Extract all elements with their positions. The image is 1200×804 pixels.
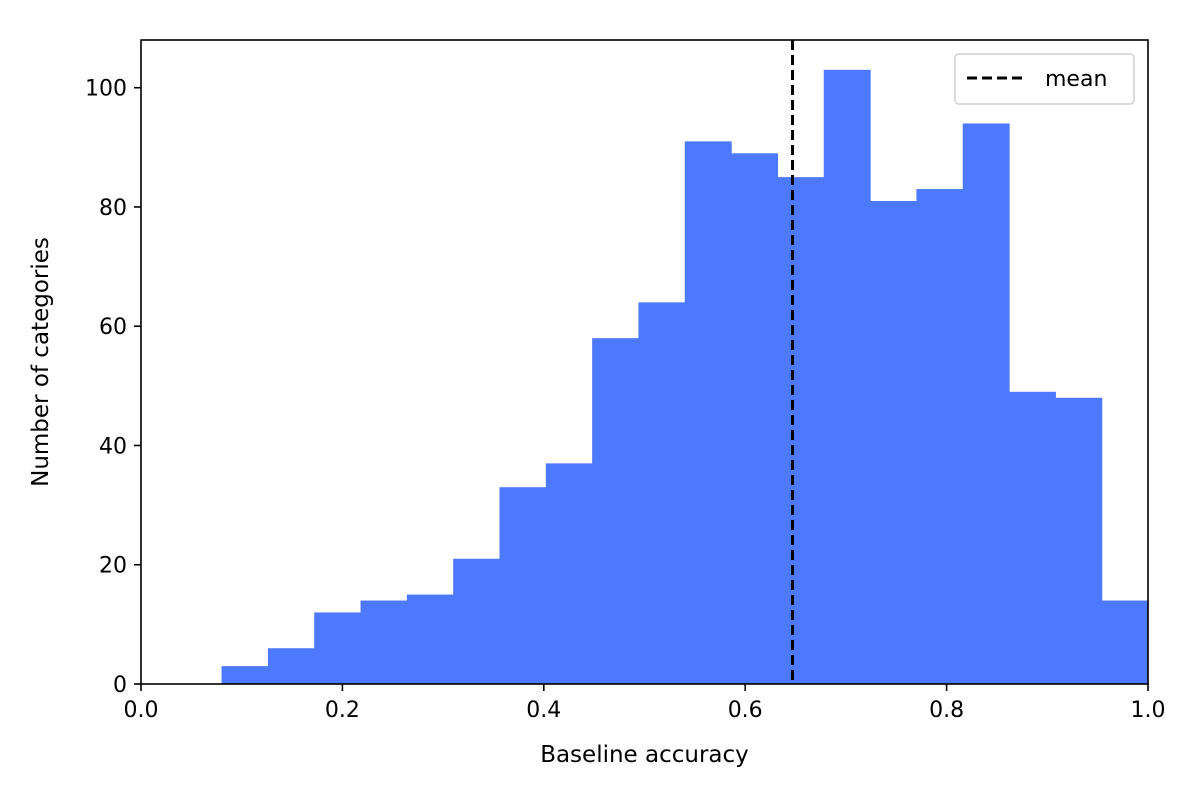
histogram-bar: [731, 153, 779, 685]
y-tick-label: 20: [99, 554, 127, 579]
histogram-bar: [823, 69, 871, 684]
x-axis-ticks: 0.0 0.2 0.4 0.6 0.8 1.0: [124, 684, 1166, 723]
y-tick-label: 80: [99, 196, 127, 221]
histogram-bar: [1055, 397, 1103, 684]
y-axis-ticks: 0 20 40 60 80 100: [85, 77, 141, 698]
x-axis-label: Baseline accuracy: [540, 742, 749, 768]
histogram-bar: [870, 201, 917, 684]
histogram-bar: [962, 123, 1010, 684]
x-tick-label: 1.0: [1131, 698, 1166, 723]
histogram-bar: [406, 594, 454, 684]
histogram-bar: [314, 612, 362, 684]
histogram-bar: [684, 141, 732, 685]
y-tick-label: 100: [85, 77, 127, 102]
legend-mean-label: mean: [1045, 67, 1107, 92]
y-tick-label: 40: [99, 434, 127, 459]
histogram-bar: [360, 600, 408, 684]
histogram-bar: [777, 177, 825, 685]
histogram-bar: [592, 338, 640, 684]
y-tick-label: 0: [113, 673, 127, 698]
axes-frame: [140, 39, 1149, 685]
histogram-bar: [499, 487, 547, 684]
y-axis-label: Number of categories: [28, 237, 54, 487]
bars-layer: [221, 69, 1149, 685]
x-tick-label: 0.0: [124, 698, 159, 723]
legend-box: [954, 53, 1135, 105]
y-tick-label: 60: [99, 315, 127, 340]
histogram-bar: [545, 463, 593, 684]
x-tick-label: 0.4: [526, 698, 561, 723]
legend: mean: [954, 53, 1135, 105]
histogram-bar: [1009, 391, 1056, 684]
x-tick-label: 0.2: [325, 698, 360, 723]
histogram-bar: [1101, 600, 1149, 684]
histogram-bar: [638, 302, 686, 684]
histogram-bar: [453, 558, 501, 684]
x-tick-label: 0.6: [728, 698, 763, 723]
histogram-bar: [221, 666, 269, 684]
histogram-bar: [916, 189, 964, 684]
histogram-bar: [267, 648, 315, 684]
x-tick-label: 0.8: [929, 698, 964, 723]
